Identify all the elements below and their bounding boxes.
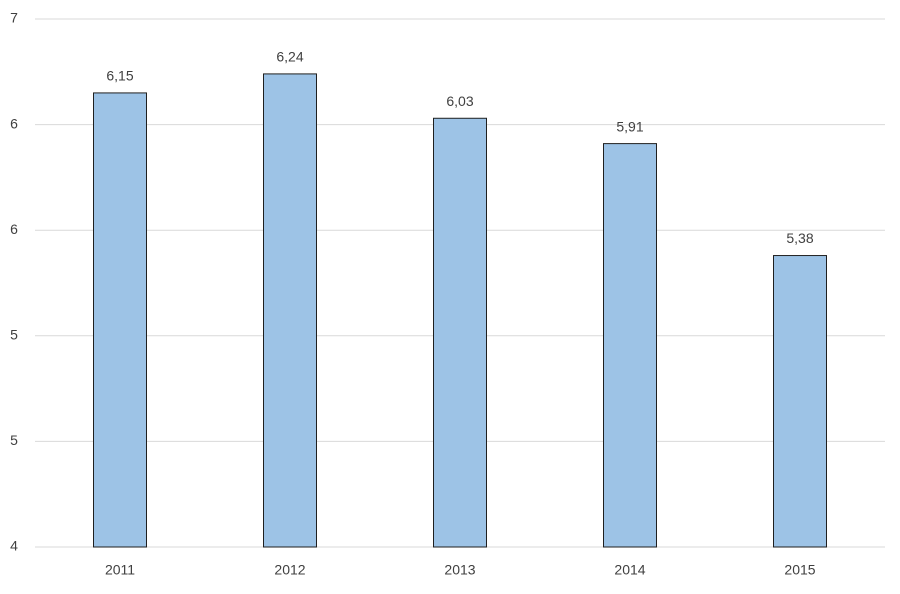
bar (93, 92, 147, 548)
value-label: 6,15 (106, 68, 133, 84)
value-label: 6,03 (446, 93, 473, 109)
x-tick-label: 2011 (105, 562, 135, 578)
y-tick-label: 5 (10, 327, 18, 343)
value-label: 6,24 (276, 49, 303, 65)
bar (433, 117, 487, 548)
y-tick-label: 4 (10, 538, 18, 554)
y-tick-label: 7 (10, 10, 18, 26)
x-tick-label: 2014 (614, 562, 645, 578)
y-tick-label: 6 (10, 115, 18, 131)
value-label: 5,38 (786, 230, 813, 246)
bar (263, 73, 317, 548)
x-tick-label: 2015 (784, 562, 815, 578)
bar (773, 255, 827, 548)
y-tick-label: 6 (10, 221, 18, 237)
x-tick-label: 2013 (444, 562, 475, 578)
bar (603, 143, 657, 548)
x-tick-label: 2012 (274, 562, 305, 578)
value-label: 5,91 (616, 118, 643, 134)
y-tick-label: 5 (10, 432, 18, 448)
